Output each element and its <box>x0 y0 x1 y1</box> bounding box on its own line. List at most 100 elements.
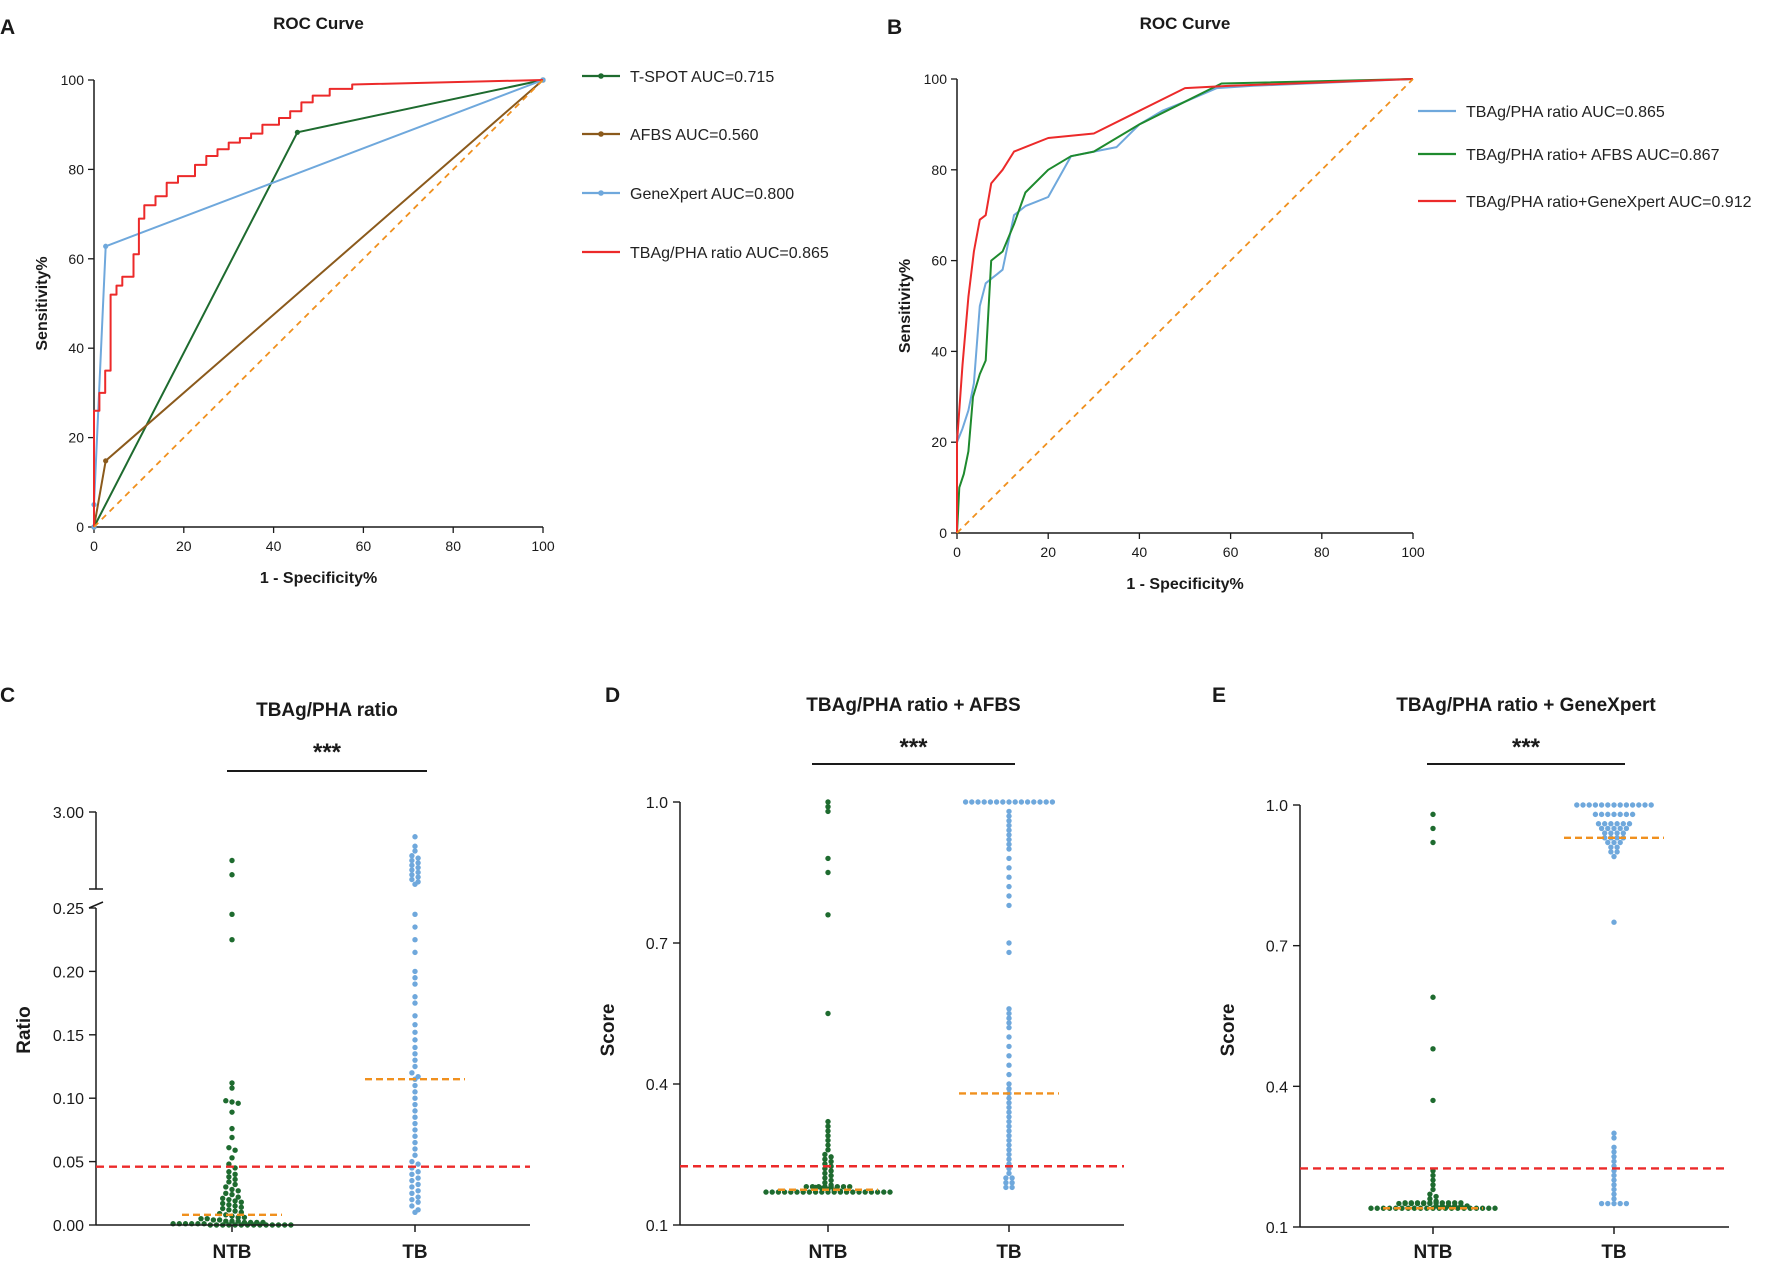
data-point <box>412 1209 418 1216</box>
data-point <box>1611 1200 1617 1207</box>
data-point <box>415 1181 421 1188</box>
data-point <box>1614 835 1620 841</box>
data-point <box>1617 1200 1623 1207</box>
data-point <box>1611 1158 1617 1165</box>
data-point <box>828 1163 834 1169</box>
roc-point <box>294 129 300 135</box>
data-point <box>232 1176 238 1183</box>
data-point <box>412 1139 418 1146</box>
panel-label: D <box>605 684 620 707</box>
data-point <box>1006 1109 1012 1115</box>
data-point <box>412 1114 418 1120</box>
data-point <box>1439 1200 1446 1206</box>
data-point <box>220 1195 226 1202</box>
axis-break-mark <box>88 901 104 909</box>
reference-line <box>956 78 1414 534</box>
data-point <box>1006 1086 1012 1092</box>
data-point <box>232 1203 238 1209</box>
y-tick-label: 20 <box>68 430 84 446</box>
data-point <box>223 1098 229 1104</box>
data-point <box>412 1108 418 1114</box>
data-point <box>412 1127 418 1133</box>
y-axis-label: Ratio <box>14 1006 35 1054</box>
data-point <box>415 1169 421 1175</box>
data-point <box>1614 821 1620 827</box>
panel-B: B ROC Curve 0 20 40 60 80 100 0 20 40 60 80 100 1 - Sp… <box>887 14 1752 593</box>
data-point <box>1611 919 1617 925</box>
data-point <box>412 975 418 981</box>
data-point <box>1006 841 1012 847</box>
data-point <box>223 1190 229 1197</box>
x-tick-label: 100 <box>1401 544 1425 560</box>
y-tick-label: 0.1 <box>1266 1220 1288 1237</box>
data-point <box>1492 1205 1498 1211</box>
data-point <box>412 1037 418 1043</box>
data-point <box>1006 818 1012 824</box>
data-point <box>1433 1193 1439 1200</box>
data-point <box>1006 1137 1012 1144</box>
y-tick-label: 0.4 <box>1266 1079 1288 1096</box>
data-point <box>1605 1200 1611 1207</box>
x-tick-label: TB <box>1601 1242 1626 1262</box>
data-point <box>1006 1123 1012 1130</box>
data-point <box>409 1070 415 1076</box>
data-point <box>409 862 415 868</box>
x-tick-label: 80 <box>1314 544 1330 560</box>
data-point <box>1009 1184 1015 1191</box>
roc-curve-line <box>93 79 544 528</box>
data-point <box>415 874 421 880</box>
data-point <box>232 1198 238 1204</box>
data-point <box>223 1212 229 1218</box>
y-tick-label: 100 <box>61 72 85 88</box>
data-point <box>1018 799 1025 805</box>
x-tick-label: TB <box>996 1242 1021 1262</box>
data-point <box>1006 813 1012 819</box>
data-point <box>822 1151 828 1158</box>
data-point <box>1611 1196 1617 1202</box>
data-point <box>232 1208 238 1214</box>
data-point <box>415 1188 421 1194</box>
x-axis-label: 1 - Specificity% <box>1126 576 1243 593</box>
data-point <box>226 1144 232 1151</box>
data-point <box>1003 1175 1009 1181</box>
data-point <box>1006 832 1012 838</box>
data-point <box>238 1204 244 1210</box>
data-point <box>1452 1200 1458 1206</box>
data-point <box>412 949 418 956</box>
panel-label: E <box>1212 684 1226 707</box>
data-point <box>235 1188 241 1194</box>
legend-label: TBAg/PHA ratio+ AFBS AUC=0.867 <box>1466 147 1720 164</box>
data-point <box>409 876 415 883</box>
data-point <box>1595 821 1602 827</box>
data-point <box>229 1080 235 1086</box>
data-point <box>1608 830 1614 836</box>
data-point <box>229 911 235 918</box>
data-point <box>412 1057 418 1063</box>
data-point <box>220 1200 226 1207</box>
data-point <box>1368 1205 1374 1211</box>
y-tick-label: 0.10 <box>53 1091 84 1108</box>
data-point <box>415 1194 421 1200</box>
data-point <box>1617 811 1623 818</box>
data-point <box>1421 1200 1427 1206</box>
data-point <box>1623 811 1630 818</box>
data-point <box>1427 1196 1433 1202</box>
y-tick-label: 3.00 <box>53 805 84 822</box>
data-point <box>412 1021 418 1028</box>
data-point <box>409 1184 415 1190</box>
chart-title: TBAg/PHA ratio + GeneXpert <box>1396 695 1656 716</box>
data-point <box>1623 802 1630 808</box>
data-point <box>1430 1172 1436 1179</box>
data-point <box>229 937 235 943</box>
data-point <box>216 1217 223 1223</box>
data-point <box>1629 802 1636 808</box>
data-point <box>1445 1200 1452 1206</box>
data-point <box>1611 1172 1617 1179</box>
data-point <box>1617 825 1623 832</box>
data-point <box>1411 1205 1418 1211</box>
legend-label: AFBS AUC=0.560 <box>630 127 759 144</box>
data-point <box>1009 1175 1015 1181</box>
data-point <box>226 1179 232 1185</box>
panel-label: A <box>0 16 15 39</box>
